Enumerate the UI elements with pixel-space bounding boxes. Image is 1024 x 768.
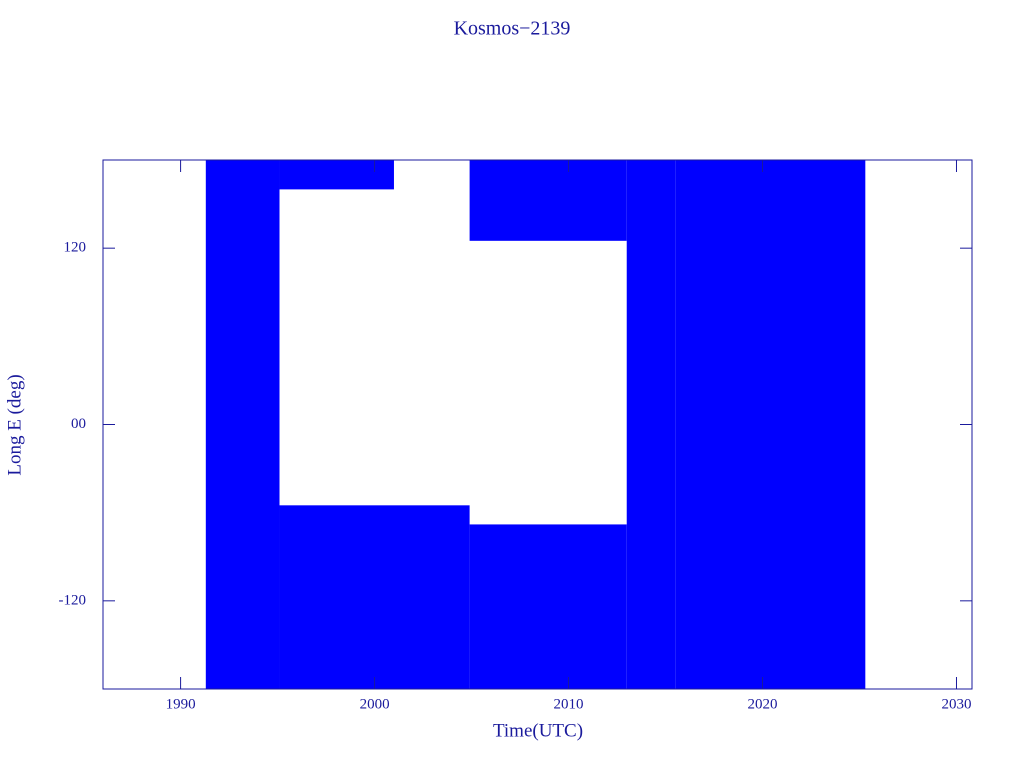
x-tick-label: 2010 [554,696,584,712]
data-block [279,505,470,689]
y-tick-label: 00 [71,416,86,432]
data-block [205,160,280,689]
data-block [469,524,627,689]
x-tick-label: 2020 [748,696,778,712]
chart-title: Kosmos−2139 [454,18,571,40]
data-block [626,160,676,689]
x-tick-label: 1990 [166,696,196,712]
y-axis-label: Long E (deg) [4,374,25,475]
x-tick-label: 2030 [941,696,971,712]
y-tick-label: 120 [64,240,87,256]
data-block [279,160,394,190]
y-tick-label: -120 [59,592,87,608]
data-block [675,160,866,689]
x-axis-label: Time(UTC) [493,720,583,741]
data-block [469,160,627,241]
x-tick-label: 2000 [360,696,390,712]
